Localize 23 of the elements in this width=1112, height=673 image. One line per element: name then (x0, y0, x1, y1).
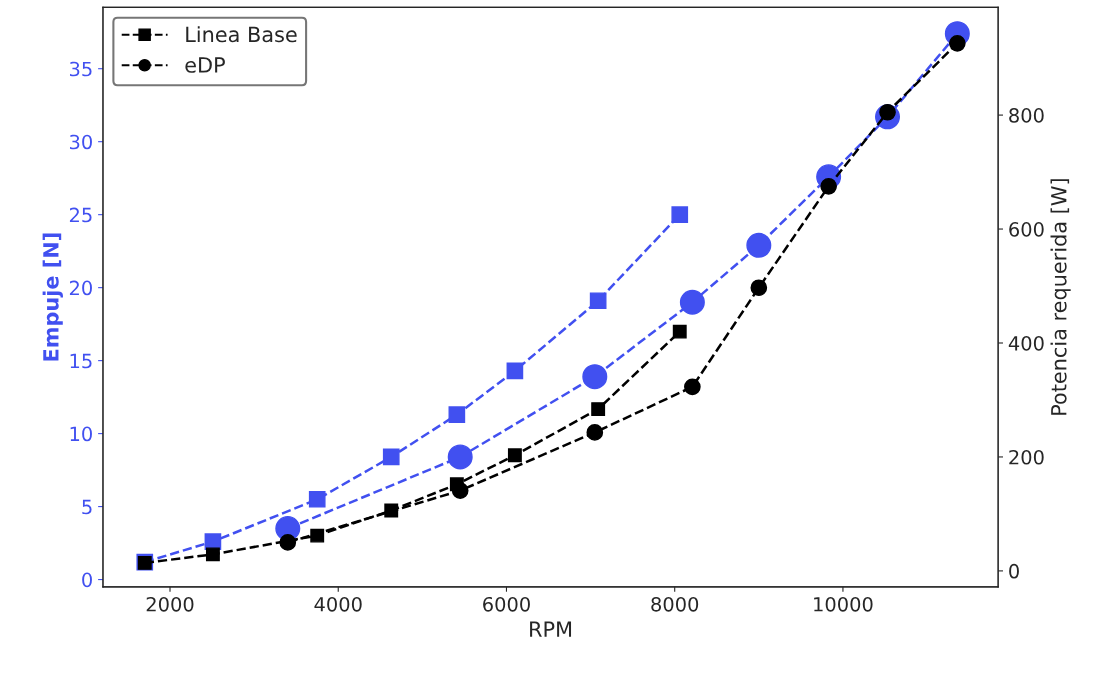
x-tick-label: 10000 (814, 596, 873, 612)
y-tick-label: 35 (69, 61, 92, 77)
y-axis-title: Empuje [N] (42, 233, 63, 361)
x-tick-label: 2000 (146, 596, 194, 612)
legend-label: eDP (185, 57, 225, 73)
y2-tick-label: 600 (1009, 222, 1044, 237)
x-tick-label: 4000 (314, 596, 362, 612)
y2-tick-label: 200 (1009, 449, 1044, 465)
y-tick-label: 30 (69, 134, 92, 150)
y-tick-label: 25 (69, 207, 92, 223)
y-tick-label: 0 (82, 572, 92, 588)
y2-tick-label: 800 (1009, 108, 1044, 123)
y-tick-label: 10 (70, 426, 92, 442)
x-tick-label: 6000 (483, 596, 530, 612)
x-tick-label: 8000 (651, 596, 699, 612)
y-tick-label: 15 (70, 353, 92, 369)
x-axis-title: RPM (530, 621, 572, 637)
y-tick-label: 5 (82, 499, 92, 515)
legend-label: Linea Base (186, 26, 297, 43)
y2-axis-title: Potencia requerida [W] (1050, 179, 1071, 415)
y2-tick-label: 400 (1008, 335, 1044, 351)
y-tick-label: 20 (69, 280, 92, 296)
y2-tick-label: 0 (1009, 563, 1019, 579)
